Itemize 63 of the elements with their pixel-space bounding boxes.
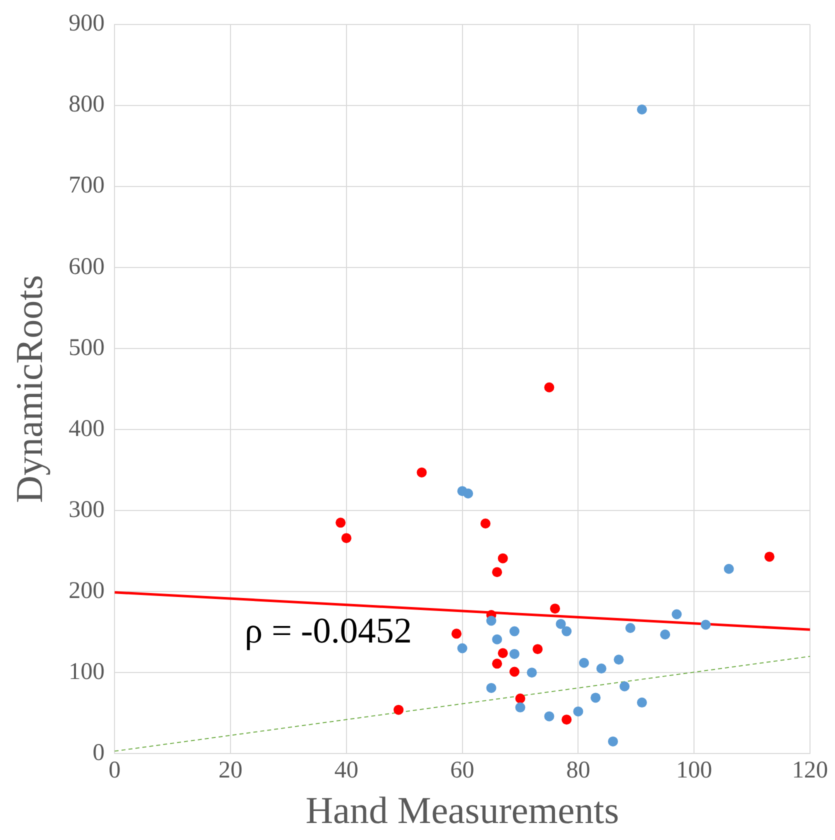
point xyxy=(608,736,618,746)
x-tick-label: 120 xyxy=(792,757,828,784)
y-tick-label: 600 xyxy=(68,254,105,280)
point xyxy=(341,533,352,544)
point xyxy=(416,467,427,478)
point xyxy=(625,623,636,634)
point xyxy=(562,714,572,725)
point xyxy=(672,609,682,620)
point xyxy=(509,626,520,636)
x-tick-label: 60 xyxy=(450,757,474,784)
annotation: ρ = -0.0452 xyxy=(244,610,412,651)
point xyxy=(486,616,496,626)
point xyxy=(492,634,502,644)
point xyxy=(764,552,774,562)
point xyxy=(394,704,404,715)
point xyxy=(515,694,526,704)
y-tick-label: 400 xyxy=(68,416,105,442)
point xyxy=(573,706,584,716)
point xyxy=(486,682,496,693)
y-tick-label: 100 xyxy=(68,658,105,685)
point xyxy=(509,666,520,677)
point xyxy=(596,664,606,674)
point xyxy=(590,692,601,703)
x-tick-label: 40 xyxy=(334,757,358,784)
point xyxy=(562,626,572,636)
point xyxy=(620,681,630,692)
point xyxy=(660,629,670,640)
y-tick-label: 800 xyxy=(68,92,105,118)
point xyxy=(556,618,566,629)
x-axis-title: Hand Measurements xyxy=(306,790,620,832)
point xyxy=(480,518,490,528)
point xyxy=(614,654,624,665)
point xyxy=(463,488,474,499)
y-tick-label: 700 xyxy=(68,172,105,199)
y-tick-label: 200 xyxy=(68,578,105,604)
x-tick-label: 80 xyxy=(566,757,590,784)
y-tick-label: 300 xyxy=(68,496,105,523)
y-tick-label: 0 xyxy=(92,740,105,766)
point xyxy=(492,567,502,578)
point xyxy=(492,658,502,669)
point xyxy=(636,104,647,114)
point xyxy=(526,668,537,678)
point xyxy=(700,620,711,630)
point xyxy=(636,698,647,708)
x-tick-label: 20 xyxy=(218,757,242,784)
point xyxy=(336,518,346,528)
point xyxy=(452,628,462,639)
point xyxy=(498,648,508,658)
point xyxy=(457,643,468,654)
y-axis-title: DynamicRoots xyxy=(8,275,51,503)
point xyxy=(544,382,554,392)
y-tick-label: 500 xyxy=(68,334,105,361)
x-tick-label: 0 xyxy=(108,757,121,784)
point xyxy=(515,702,526,712)
point xyxy=(550,604,560,614)
point xyxy=(724,564,734,574)
point xyxy=(578,658,589,668)
x-tick-label: 100 xyxy=(676,757,712,784)
y-tick-label: 900 xyxy=(68,10,105,37)
point xyxy=(532,644,543,654)
point xyxy=(498,553,508,564)
point xyxy=(544,711,554,722)
point xyxy=(509,648,520,659)
